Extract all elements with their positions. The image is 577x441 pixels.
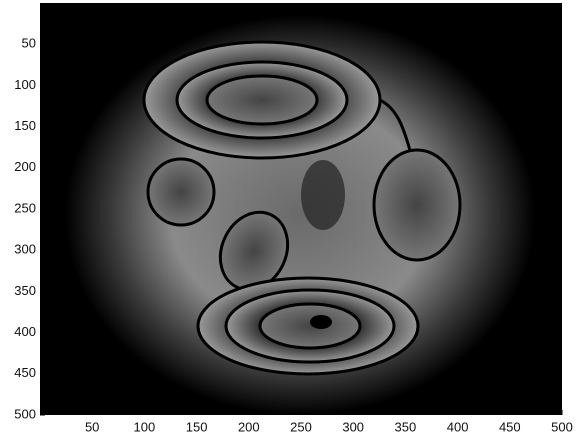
y-tick-label: 100 [14,77,36,92]
x-tick-label: 100 [134,419,156,434]
y-tick-label: 150 [14,118,36,133]
x-tick-label: 450 [499,419,521,434]
x-tick-label: 300 [342,419,364,434]
y-tick-label: 200 [14,159,36,174]
x-tick-label: 200 [238,419,260,434]
x-tick-label: 250 [290,419,312,434]
x-tick-label: 150 [186,419,208,434]
phase-image [40,3,562,415]
x-tick-label: 400 [447,419,469,434]
x-tick-label: 50 [85,419,99,434]
y-tick-label: 300 [14,242,36,257]
y-tick-label: 500 [14,406,36,421]
chart: 50 100 150 200 250 300 350 400 450 500 50 100 150 200… [0,0,577,441]
y-tick-label: 50 [22,36,36,51]
y-tick-label: 350 [14,283,36,298]
y-tick-label: 450 [14,365,36,380]
x-tick-label: 350 [395,419,417,434]
y-tick-label: 400 [14,324,36,339]
x-tick-label: 500 [551,419,573,434]
y-tick-label: 250 [14,200,36,215]
page: 50 100 150 200 250 300 350 400 450 500 50 100 150 200… [0,0,577,441]
